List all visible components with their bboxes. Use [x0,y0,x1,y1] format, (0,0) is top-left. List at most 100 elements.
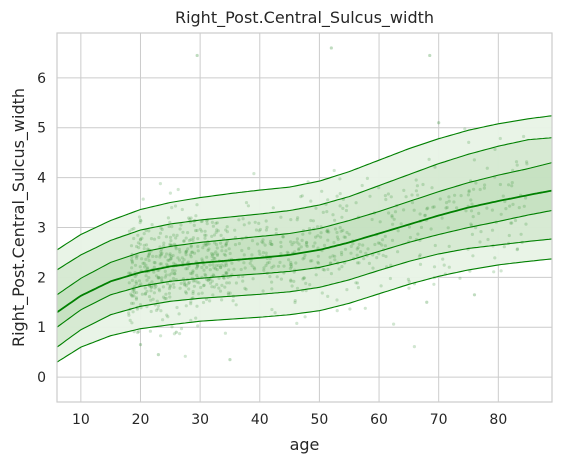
scatter-point [493,256,497,260]
scatter-point [210,220,214,224]
scatter-point [320,291,324,295]
scatter-point [300,194,304,198]
scatter-point [244,201,249,205]
scatter-point [128,271,132,275]
scatter-point [159,309,163,313]
scatter-point [227,281,231,285]
scatter-point [206,278,210,282]
scatter-point [338,204,342,208]
scatter-point [389,195,393,199]
scatter-point [184,304,188,308]
scatter-point [396,250,400,254]
scatter-point [162,241,166,245]
scatter-point [316,246,320,250]
scatter-point [371,266,375,270]
scatter-point [211,263,215,267]
scatter-point [517,206,521,210]
scatter-point [144,228,148,233]
scatter-point [205,255,209,259]
scatter-point [178,227,182,231]
y-tick-label: 5 [37,121,46,137]
scatter-point [466,193,470,197]
scatter-point [210,253,215,257]
scatter-point [228,251,232,256]
scatter-point [171,276,176,281]
scatter-point [145,278,149,282]
scatter-point [163,269,167,273]
scatter-point [191,289,195,294]
scatter-point [337,267,341,271]
scatter-point [265,225,269,229]
scatter-point [194,229,198,233]
scatter-point [167,258,171,262]
scatter-point [418,212,422,216]
scatter-point [319,231,323,235]
scatter-point [199,285,203,290]
scatter-point [412,208,416,212]
scatter-point [177,258,182,262]
scatter-point [390,214,394,218]
scatter-point [152,237,157,241]
scatter-point [438,197,442,201]
scatter-point [127,229,131,233]
scatter-point [195,265,199,269]
scatter-point [214,243,219,247]
scatter-point [152,265,156,269]
scatter-point [207,242,211,246]
scatter-point [279,215,283,219]
scatter-point [515,248,519,252]
scatter-point [233,243,238,247]
scatter-point [169,257,173,261]
scatter-point [147,252,151,256]
scatter-point [189,300,193,304]
scatter-point [215,268,219,272]
scatter-point [299,195,303,199]
scatter-point [130,266,134,270]
scatter-point [203,236,207,240]
scatter-point [194,214,198,218]
scatter-point [201,246,205,250]
scatter-point [376,241,380,245]
scatter-point [327,230,331,234]
scatter-point [332,240,336,245]
scatter-point [216,229,220,233]
scatter-point [145,289,149,293]
scatter-point [158,262,162,266]
scatter-point [200,229,204,233]
scatter-point [214,230,218,234]
scatter-point [375,256,379,260]
scatter-point [223,285,227,289]
scatter-point [418,253,422,257]
scatter-point [192,284,196,288]
scatter-point [340,253,344,257]
scatter-point [469,209,474,213]
scatter-point [147,295,152,299]
scatter-point [300,238,304,242]
scatter-point [135,256,139,260]
scatter-point [201,300,206,305]
scatter-point [233,228,237,232]
scatter-point [472,158,476,162]
scatter-point [469,222,473,226]
scatter-point [510,184,514,188]
scatter-point [315,225,320,229]
x-tick-labels: 10 20 30 40 50 60 70 80 [72,412,507,428]
scatter-point [255,242,260,246]
scatter-point [190,250,194,254]
scatter-point [147,229,151,233]
scatter-point [311,244,315,248]
scatter-point [415,184,419,188]
scatter-point [130,261,134,265]
scatter-point [187,216,191,220]
scatter-point [138,218,143,222]
chart-title: Right_Post.Central_Sulcus_width [175,8,434,28]
scatter-point [154,254,158,259]
scatter-point [360,183,364,188]
scatter-point [215,221,219,225]
scatter-point [252,266,256,270]
scatter-point [226,292,230,297]
scatter-point [205,222,209,226]
scatter-point [264,219,268,223]
scatter-point [144,263,148,267]
scatter-point [246,204,250,208]
